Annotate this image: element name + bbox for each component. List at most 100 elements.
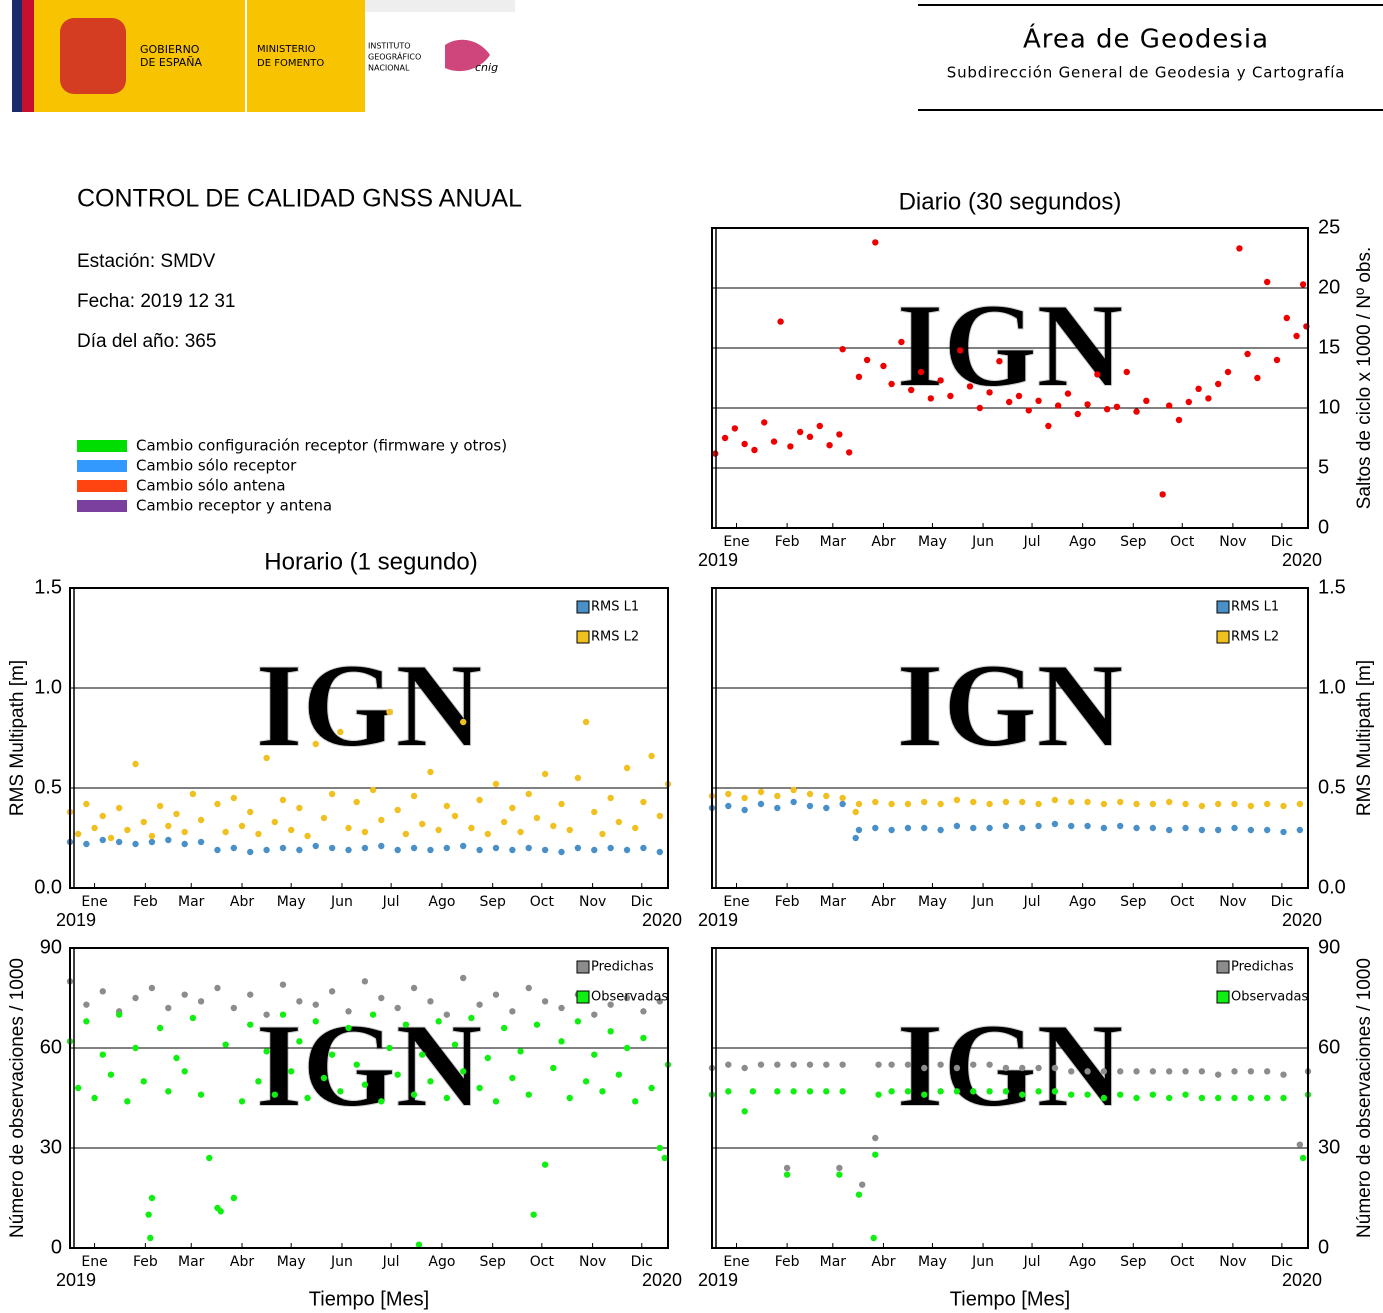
x-tick-label: Jul [1023,894,1041,910]
point [181,840,188,848]
point [320,1074,328,1082]
point [1231,800,1238,808]
x-tick-label: Mar [820,534,847,550]
point [509,804,516,812]
plot-frame [711,227,1309,529]
point [1299,1154,1307,1162]
point [880,362,887,370]
point [566,1094,573,1102]
point [1074,410,1081,418]
point [1149,1068,1157,1075]
point [921,824,928,832]
point [214,846,221,854]
flag-red [22,0,34,112]
point [1247,1094,1255,1102]
x-tick-label: Jul [382,1254,400,1270]
point [582,1078,590,1085]
x-tick-label: Ago [1069,1254,1096,1270]
x-year-label: 2019 [698,550,738,570]
point [607,1028,614,1035]
point [872,1134,879,1142]
point [1002,1088,1010,1095]
x-tick-label: Abr [871,1254,895,1270]
x-tick-label: Sep [1120,894,1147,910]
point [1035,397,1042,404]
point [214,800,221,808]
point [823,1088,830,1095]
point [725,802,732,810]
point [443,1094,451,1102]
point [312,1018,319,1025]
point [304,832,311,840]
point [1182,1091,1189,1098]
point [1084,798,1091,806]
point [230,844,238,852]
point [852,834,859,842]
x-tick-label: Dic [1271,894,1293,910]
legend-label: RMS L2 [1231,630,1279,645]
point [1025,407,1032,414]
point [623,846,631,854]
x-year-label: 2020 [1282,1270,1322,1290]
info-line: Día del año: 365 [77,331,216,352]
point [937,377,944,384]
logo-text: DE FOMENTO [257,58,324,69]
point [1263,1068,1271,1075]
point [1231,1068,1238,1075]
point [255,1078,262,1085]
point [320,814,328,822]
y-tick-label: 1.5 [34,576,62,598]
x-tick-label: Abr [871,894,895,910]
logo-text: cnig [475,61,498,74]
x-tick-label: Ene [723,894,749,910]
point [99,836,106,844]
point [145,1211,152,1218]
point [427,1078,434,1085]
point [1198,802,1206,810]
point [1198,1068,1206,1075]
x-tick-label: Dic [631,894,653,910]
point [91,1094,98,1102]
point [1084,1091,1091,1098]
point [230,1194,238,1202]
point [353,1061,360,1068]
point [855,826,863,834]
point [558,1038,565,1045]
y-tick-label: 30 [40,1136,62,1158]
legend-label: RMS L1 [591,600,639,615]
legend-swatch [1216,960,1230,974]
point [1035,822,1042,830]
point [823,1061,830,1068]
point [731,425,739,432]
point [1296,826,1304,834]
point [574,1018,582,1025]
point [888,800,895,808]
x-tick-label: Oct [530,1254,555,1270]
point [287,1068,295,1075]
point [640,1008,647,1015]
point [173,1054,180,1062]
y-tick-label: 1.0 [34,676,62,698]
legend-label: Cambio configuración receptor (firmware … [136,437,507,455]
x-tick-label: Sep [1120,1254,1147,1270]
legend-swatch [77,500,127,512]
point [296,846,303,854]
point [197,838,205,846]
logo-bar [365,0,515,12]
point [304,1094,311,1102]
point [947,392,954,400]
point [217,1208,224,1215]
point [872,824,879,832]
point [500,1024,508,1032]
point [263,754,270,762]
x-tick-label: Jul [1023,1254,1041,1270]
point [1051,796,1059,804]
point [790,1061,797,1068]
point [525,984,532,992]
point [1068,798,1075,806]
point [476,1001,483,1008]
point [986,1088,993,1095]
y-tick-label: 30 [1318,1136,1340,1158]
x-year-label: 2020 [642,1270,682,1290]
point [656,1144,664,1152]
